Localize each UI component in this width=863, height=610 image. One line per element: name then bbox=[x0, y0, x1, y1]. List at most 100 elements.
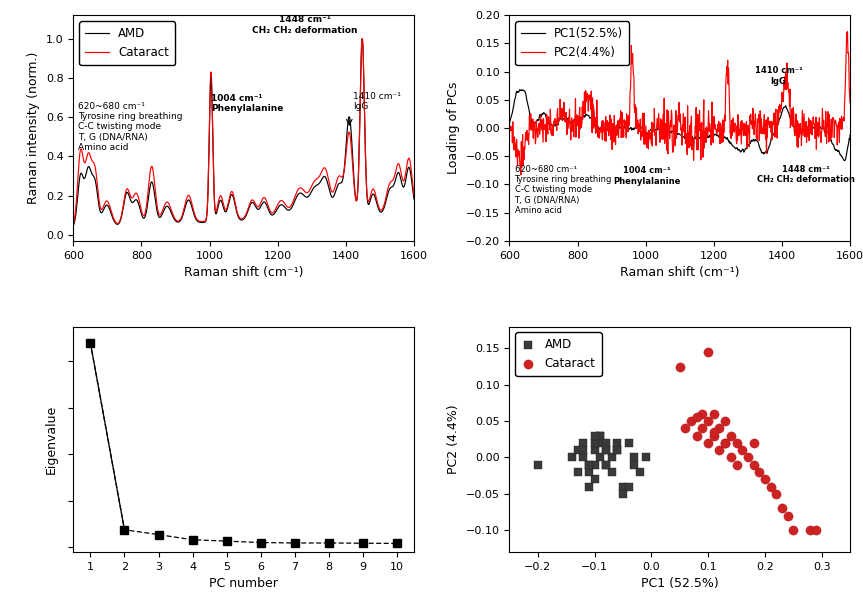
Cataract bbox=[702, 347, 715, 357]
Cataract bbox=[724, 431, 738, 440]
Cataract bbox=[718, 416, 732, 426]
Cataract bbox=[673, 362, 687, 371]
AMD bbox=[610, 445, 624, 455]
Cataract bbox=[753, 467, 766, 477]
AMD bbox=[409, 195, 419, 203]
Cataract bbox=[713, 423, 727, 433]
Text: 1448 cm⁻¹
CH₂ CH₂ deformation: 1448 cm⁻¹ CH₂ CH₂ deformation bbox=[252, 15, 358, 35]
Text: 1004 cm⁻¹
Phenylalanine: 1004 cm⁻¹ Phenylalanine bbox=[614, 167, 681, 186]
PC2(4.4%) bbox=[763, 113, 773, 121]
Legend: AMD, Cataract: AMD, Cataract bbox=[79, 21, 175, 65]
Cataract bbox=[326, 188, 337, 195]
AMD bbox=[616, 482, 630, 492]
AMD bbox=[582, 460, 595, 470]
AMD bbox=[570, 445, 584, 455]
Cataract bbox=[775, 503, 789, 513]
Cataract bbox=[769, 489, 783, 499]
Text: 1448 cm⁻¹
CH₂ CH₂ deformation: 1448 cm⁻¹ CH₂ CH₂ deformation bbox=[757, 165, 854, 184]
PC1(52.5%) bbox=[763, 145, 773, 152]
AMD bbox=[576, 438, 590, 448]
AMD bbox=[89, 173, 99, 181]
Cataract bbox=[809, 525, 823, 535]
Cataract bbox=[89, 160, 99, 167]
AMD bbox=[582, 482, 595, 492]
AMD bbox=[266, 211, 276, 218]
Cataract bbox=[803, 525, 817, 535]
AMD bbox=[582, 467, 595, 477]
X-axis label: PC1 (52.5%): PC1 (52.5%) bbox=[641, 577, 719, 590]
Cataract bbox=[781, 511, 795, 520]
Line: Cataract: Cataract bbox=[73, 39, 414, 224]
AMD bbox=[627, 460, 641, 470]
Line: PC1(52.5%): PC1(52.5%) bbox=[509, 90, 850, 160]
AMD bbox=[594, 431, 608, 440]
AMD bbox=[588, 431, 602, 440]
Cataract bbox=[696, 423, 709, 433]
Text: 620~680 cm⁻¹
Tyrosine ring breathing
C-C twisting mode
T, G (DNA/RNA)
Amino acid: 620~680 cm⁻¹ Tyrosine ring breathing C-C… bbox=[514, 165, 612, 215]
Line: PC2(4.4%): PC2(4.4%) bbox=[509, 32, 850, 174]
X-axis label: Raman shift (cm⁻¹): Raman shift (cm⁻¹) bbox=[184, 266, 304, 279]
PC1(52.5%) bbox=[798, 127, 809, 135]
Cataract bbox=[357, 35, 368, 43]
Legend: AMD, Cataract: AMD, Cataract bbox=[515, 332, 602, 376]
Text: 1410 cm⁻¹
IgG: 1410 cm⁻¹ IgG bbox=[754, 66, 803, 86]
AMD bbox=[588, 475, 602, 484]
AMD bbox=[582, 460, 595, 470]
AMD bbox=[594, 431, 608, 440]
AMD bbox=[639, 453, 652, 462]
Text: 1410 cm⁻¹
IgG: 1410 cm⁻¹ IgG bbox=[353, 92, 400, 112]
Cataract bbox=[735, 445, 749, 455]
AMD bbox=[594, 453, 608, 462]
AMD bbox=[285, 206, 295, 213]
Line: AMD: AMD bbox=[73, 39, 414, 226]
Cataract bbox=[707, 431, 721, 440]
Cataract bbox=[746, 438, 760, 448]
AMD bbox=[594, 438, 608, 448]
PC2(4.4%) bbox=[842, 28, 853, 35]
Cataract bbox=[746, 460, 760, 470]
AMD bbox=[275, 201, 286, 209]
AMD bbox=[605, 453, 619, 462]
AMD bbox=[565, 453, 579, 462]
Cataract bbox=[690, 431, 703, 440]
X-axis label: Raman shift (cm⁻¹): Raman shift (cm⁻¹) bbox=[620, 266, 740, 279]
AMD bbox=[570, 467, 584, 477]
Cataract bbox=[764, 482, 778, 492]
AMD bbox=[588, 460, 602, 470]
Cataract bbox=[741, 453, 755, 462]
PC1(52.5%) bbox=[515, 86, 526, 93]
Cataract bbox=[786, 525, 800, 535]
AMD bbox=[326, 193, 337, 201]
Cataract bbox=[702, 416, 715, 426]
PC2(4.4%) bbox=[798, 132, 809, 139]
AMD bbox=[588, 438, 602, 448]
AMD bbox=[362, 193, 372, 201]
Cataract bbox=[678, 423, 692, 433]
PC2(4.4%) bbox=[516, 171, 526, 178]
AMD bbox=[599, 438, 613, 448]
PC1(52.5%) bbox=[702, 132, 713, 140]
PC1(52.5%) bbox=[845, 131, 855, 138]
PC1(52.5%) bbox=[721, 135, 732, 142]
Cataract bbox=[707, 409, 721, 418]
Text: 1004 cm⁻¹
Phenylalanine: 1004 cm⁻¹ Phenylalanine bbox=[211, 94, 283, 113]
AMD bbox=[357, 35, 368, 43]
AMD bbox=[599, 445, 613, 455]
Cataract bbox=[713, 445, 727, 455]
Y-axis label: Loading of PCs: Loading of PCs bbox=[447, 82, 460, 174]
AMD bbox=[627, 453, 641, 462]
Cataract bbox=[702, 438, 715, 448]
AMD bbox=[633, 467, 647, 477]
Cataract bbox=[266, 209, 276, 216]
AMD bbox=[599, 460, 613, 470]
Cataract bbox=[362, 192, 372, 199]
Cataract bbox=[729, 438, 743, 448]
PC1(52.5%) bbox=[711, 132, 721, 139]
Cataract bbox=[409, 192, 419, 199]
AMD bbox=[576, 453, 590, 462]
PC1(52.5%) bbox=[839, 157, 849, 164]
AMD bbox=[610, 438, 624, 448]
PC2(4.4%) bbox=[711, 131, 721, 138]
Cataract bbox=[724, 453, 738, 462]
Y-axis label: Raman intensity (norm.): Raman intensity (norm.) bbox=[28, 52, 41, 204]
